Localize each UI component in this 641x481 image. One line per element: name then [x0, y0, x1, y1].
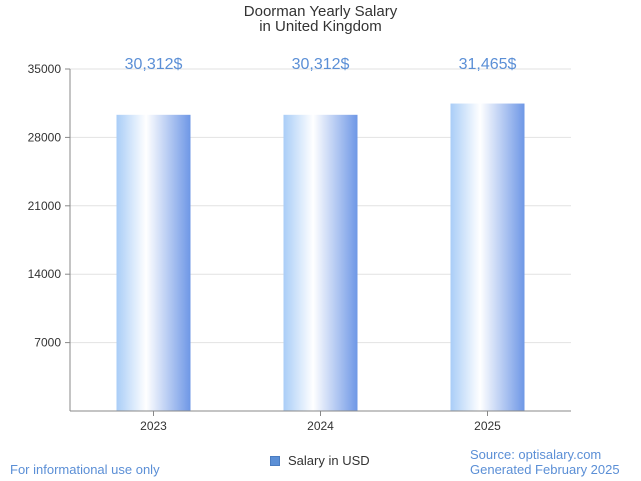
x-tick-label: 2024 — [307, 419, 334, 433]
bar-value-label: 30,312$ — [125, 56, 183, 73]
disclaimer-text: For informational use only — [10, 462, 160, 477]
y-tick-label: 7000 — [34, 336, 61, 350]
legend-swatch — [270, 455, 280, 466]
y-tick-label: 35000 — [28, 62, 62, 76]
y-tick-label: 21000 — [28, 199, 62, 213]
chart-legend: Salary in USD — [270, 453, 370, 468]
source-text: Source: optisalary.com — [470, 447, 602, 462]
bar-value-label: 31,465$ — [459, 56, 517, 73]
bar — [283, 114, 358, 411]
bar — [450, 103, 525, 412]
bar — [116, 114, 191, 411]
x-tick-label: 2023 — [140, 419, 167, 433]
x-tick-label: 2025 — [474, 419, 501, 433]
chart-title-line-1: Doorman Yearly Salary — [243, 3, 398, 20]
legend-label: Salary in USD — [288, 453, 370, 468]
y-tick-label: 28000 — [28, 130, 62, 144]
y-tick-label: 14000 — [28, 267, 62, 281]
chart-title-line-2: in United Kingdom — [259, 18, 382, 35]
bar-value-label: 30,312$ — [292, 56, 350, 73]
generated-date-text: Generated February 2025 — [470, 462, 620, 477]
